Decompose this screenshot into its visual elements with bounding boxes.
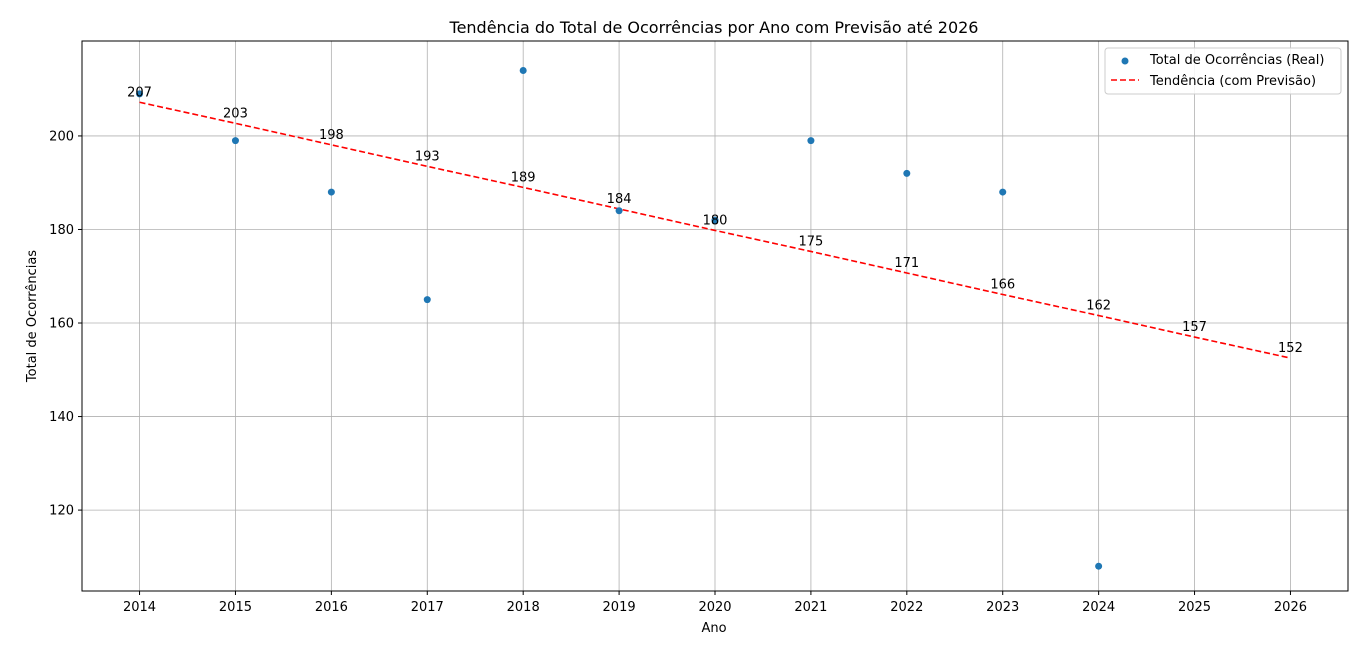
trend-value-label: 189	[511, 170, 536, 185]
trend-value-labels: 207 203 198 193 189 184 180 175 171 166 162 157 152	[127, 85, 1303, 356]
scatter-point	[423, 296, 431, 304]
trend-line	[139, 101, 1291, 359]
x-tick-label: 2017	[411, 600, 444, 615]
chart-title: Tendência do Total de Ocorrências por An…	[449, 18, 979, 37]
legend: Total de Ocorrências (Real) Tendência (c…	[1104, 47, 1342, 95]
x-tick-label: 2022	[890, 600, 923, 615]
y-tick-label: 120	[49, 504, 74, 519]
trend-value-label: 152	[1278, 341, 1303, 356]
trend-value-label: 171	[894, 256, 919, 271]
y-tick-label: 180	[49, 223, 74, 238]
trend-line-group	[139, 101, 1291, 359]
trend-value-label: 175	[798, 234, 823, 249]
trend-value-label: 198	[319, 128, 344, 143]
scatter-point	[903, 169, 911, 177]
trend-value-label: 162	[1086, 299, 1111, 314]
scatter-point	[327, 188, 335, 196]
x-axis-ticks: 2014 2015 2016 2017 2018 2019 2020 2021 2022 2023…	[123, 591, 1307, 615]
x-tick-label: 2025	[1178, 600, 1211, 615]
scatter-point	[1095, 562, 1103, 570]
y-axis-ticks: 120 140 160 180 200	[49, 129, 82, 519]
x-tick-label: 2020	[698, 600, 731, 615]
trend-value-label: 184	[607, 192, 632, 207]
x-tick-label: 2023	[986, 600, 1019, 615]
scatter-point	[711, 216, 719, 224]
y-axis-label: Total de Ocorrências	[25, 250, 40, 383]
legend-label-real: Total de Ocorrências (Real)	[1149, 53, 1324, 68]
legend-frame	[1104, 47, 1342, 95]
x-axis-label: Ano	[701, 621, 726, 636]
x-tick-label: 2019	[603, 600, 636, 615]
y-tick-label: 140	[49, 410, 74, 425]
x-tick-label: 2014	[123, 600, 156, 615]
scatter-point	[999, 188, 1007, 196]
trend-value-label: 207	[127, 85, 152, 100]
trend-value-label: 203	[223, 106, 248, 121]
x-tick-label: 2018	[507, 600, 540, 615]
scatter-point	[615, 207, 623, 215]
scatter-point	[231, 137, 239, 145]
x-tick-label: 2024	[1082, 600, 1115, 615]
trend-value-label: 193	[415, 149, 440, 164]
legend-marker-real	[1121, 57, 1129, 65]
trend-value-label: 157	[1182, 320, 1207, 335]
x-tick-label: 2016	[315, 600, 348, 615]
x-tick-label: 2021	[794, 600, 827, 615]
x-tick-label: 2026	[1274, 600, 1307, 615]
x-tick-label: 2015	[219, 600, 252, 615]
scatter-point	[519, 66, 527, 74]
trend-value-label: 166	[990, 277, 1015, 292]
scatter-point	[807, 137, 815, 145]
scatter-point	[136, 90, 144, 98]
scatter-points-group	[136, 66, 1103, 570]
trend-value-label: 180	[703, 213, 728, 228]
grid-lines	[82, 41, 1348, 591]
y-tick-label: 200	[49, 129, 74, 144]
y-tick-label: 160	[49, 317, 74, 332]
legend-label-trend: Tendência (com Previsão)	[1149, 74, 1316, 89]
